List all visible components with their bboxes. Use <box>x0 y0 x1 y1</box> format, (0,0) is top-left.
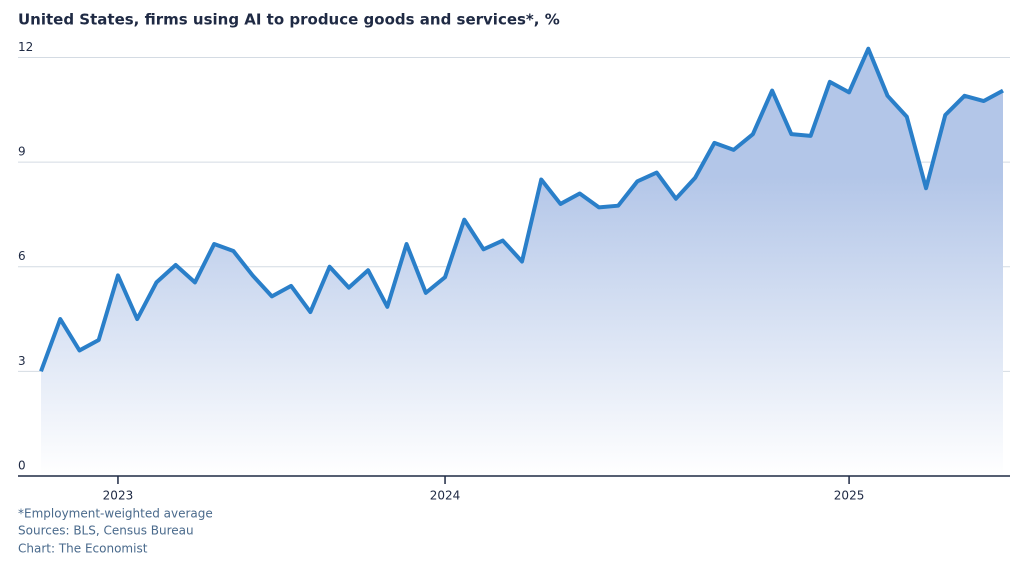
line <box>39 46 1004 373</box>
note: *Employment-weighted average <box>18 507 213 521</box>
x-tick-label: 2024 <box>430 489 461 503</box>
y-tick-label: 9 <box>18 145 26 159</box>
y-tick-label: 6 <box>18 249 26 263</box>
x-tick-label: 2023 <box>103 489 134 503</box>
y-tick-label: 12 <box>18 40 33 54</box>
chart-title: United States, firms using AI to produce… <box>18 11 560 29</box>
note: Sources: BLS, Census Bureau <box>18 524 194 538</box>
note: Chart: The Economist <box>18 542 148 556</box>
y-tick-label: 3 <box>18 354 26 368</box>
x-tick-label: 2025 <box>834 489 865 503</box>
y-tick-label: 0 <box>18 459 26 473</box>
